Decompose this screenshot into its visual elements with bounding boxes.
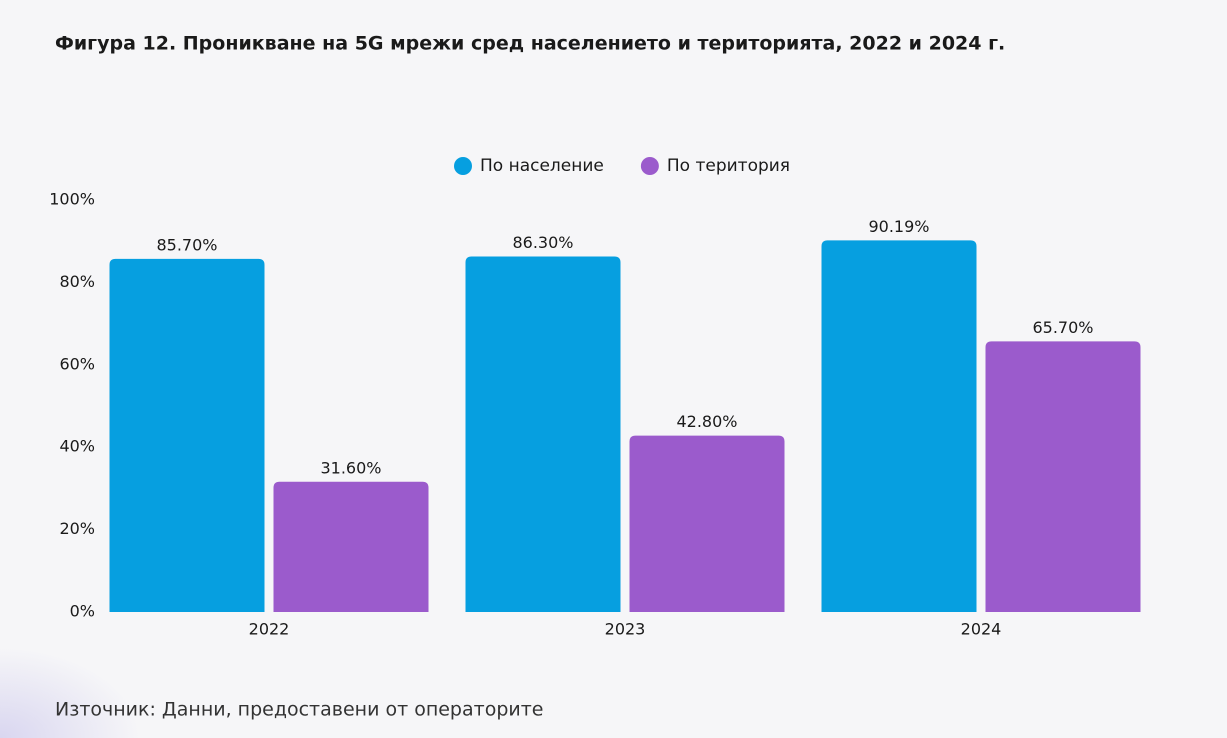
bar xyxy=(273,481,429,612)
legend-swatch xyxy=(454,157,472,175)
source-note: Източник: Данни, предоставени от операто… xyxy=(55,699,544,721)
bar xyxy=(109,258,265,612)
bar xyxy=(821,240,977,612)
legend-label: По население xyxy=(480,156,604,176)
bar xyxy=(985,341,1141,612)
value-label: 65.70% xyxy=(1032,318,1093,337)
legend-swatch xyxy=(640,157,659,175)
value-label: 42.80% xyxy=(676,412,737,431)
y-tick-label: 20% xyxy=(59,519,95,538)
y-tick-label: 0% xyxy=(70,602,95,621)
bar xyxy=(629,435,785,612)
y-tick-label: 80% xyxy=(59,272,95,291)
value-label: 31.60% xyxy=(320,458,381,477)
value-label: 86.30% xyxy=(512,233,573,252)
legend-label: По територия xyxy=(667,156,790,176)
y-tick-label: 60% xyxy=(59,354,95,373)
y-tick-label: 100% xyxy=(49,190,95,209)
value-label: 85.70% xyxy=(156,235,217,254)
y-tick-label: 40% xyxy=(59,437,95,456)
x-tick-label: 2023 xyxy=(605,620,646,639)
x-tick-label: 2022 xyxy=(249,620,290,639)
value-label: 90.19% xyxy=(868,217,929,236)
bar xyxy=(465,256,621,612)
x-tick-label: 2024 xyxy=(961,620,1002,639)
chart-title: Фигура 12. Проникване на 5G мрежи сред н… xyxy=(55,33,1005,55)
